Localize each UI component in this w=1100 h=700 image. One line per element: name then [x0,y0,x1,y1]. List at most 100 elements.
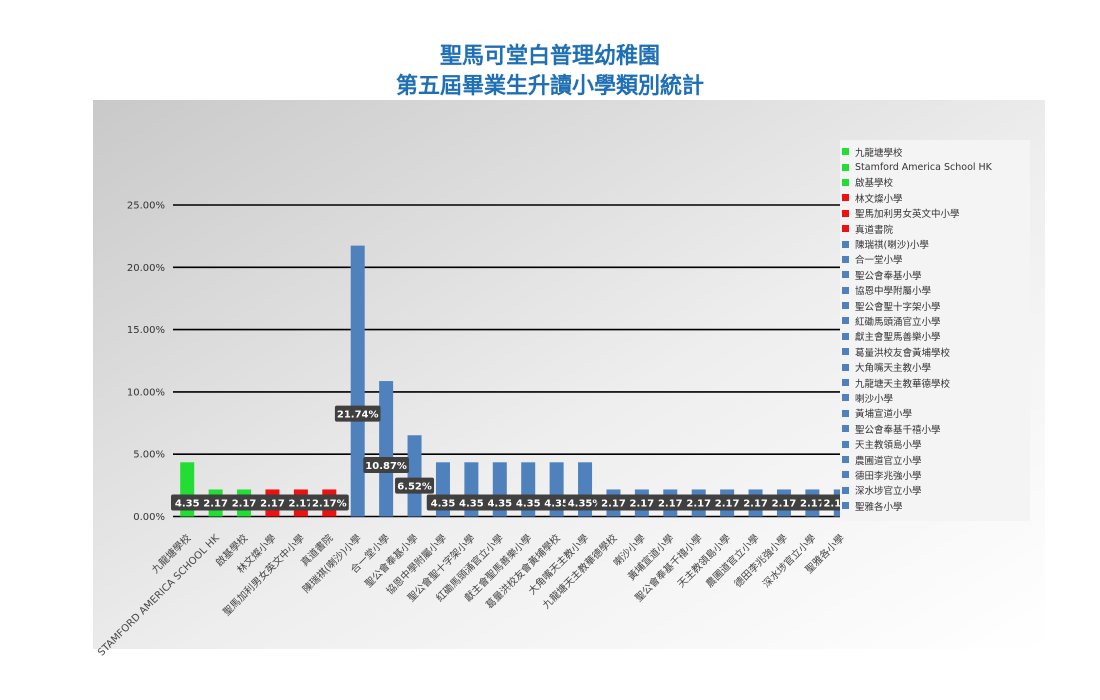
legend-item-13: 葛量洪校友會黃埔學校 [840,344,1030,359]
legend-item-15: 九龍塘天主教華德學校 [840,375,1030,390]
legend-item-20: 農圃道官立小學 [840,452,1030,467]
data-label-text: 4.35% [568,499,603,510]
data-label-16: 2.17 [625,494,659,511]
legend-swatch [842,255,849,263]
data-label-text: 2.17 [203,499,228,510]
legend-label: 大角嘴天主教小學 [855,363,932,375]
data-label-7: 10.87% [363,457,409,474]
legend-swatch [842,471,849,479]
legend-label: 聖公會奉基千禧小學 [855,424,941,436]
data-label-text: 2.17 [232,499,257,510]
data-label-text: 2.17 [686,499,711,510]
legend-swatch [842,425,849,433]
legend-item-3: 林文燦小學 [840,190,1030,205]
data-label-box [426,494,460,511]
legend-swatch [842,394,849,402]
data-label-text: 2.17% [312,499,347,510]
legend-item-5: 真道書院 [840,221,1030,236]
legend-label: 陳瑞祺(喇沙)小學 [855,240,929,252]
data-label-text: 6.52% [397,482,432,493]
legend-item-11: 紅磡馬頭涌官立小學 [840,313,1030,328]
legend-swatch [842,348,849,356]
data-label-box [334,405,381,422]
legend-item-19: 天主教領島小學 [840,436,1030,451]
legend: 九龍塘學校 Stamford America School HK 啟基學校 林文燦小學… [840,140,1030,522]
data-label-text: 2.17 [715,499,740,510]
legend-swatch [842,409,849,417]
data-label-4: 2.17 [284,494,318,511]
data-label-6: 21.74% [334,405,381,422]
legend-swatch [842,379,849,387]
data-label-box [540,494,573,511]
legend-label: Stamford America School HK [855,161,992,173]
data-label-box [710,494,744,511]
legend-swatch [842,178,849,186]
data-label-box [597,494,630,511]
data-label-text: 4.35 [544,499,569,510]
legend-swatch [842,502,849,510]
legend-swatch [842,240,849,248]
data-label-text: 4.35 [487,499,512,510]
legend-item-7: 合一堂小學 [840,252,1030,267]
data-label-text: 21.74% [337,410,379,421]
data-label-box [625,494,659,511]
legend-item-21: 德田李兆強小學 [840,467,1030,482]
legend-swatch [842,332,849,340]
data-label-text: 2.17 [743,499,768,510]
legend-item-0: 九龍塘學校 [840,144,1030,159]
data-label-box [796,494,829,511]
bar-8 [407,435,422,517]
data-label-text: 4.35 [431,499,456,510]
data-label-21: 2.17 [767,494,801,511]
legend-item-14: 大角嘴天主教小學 [840,359,1030,374]
legend-item-16: 喇沙小學 [840,390,1030,405]
data-label-text: 2.17 [772,499,797,510]
legend-item-9: 協恩中學附屬小學 [840,283,1030,298]
data-label-20: 2.17 [739,494,772,511]
data-label-17: 2.17 [654,494,687,511]
data-label-2: 2.17 [227,494,261,511]
legend-item-10: 聖公會聖十字架小學 [840,298,1030,313]
legend-swatch [842,456,849,463]
data-label-9: 4.35 [426,494,460,511]
legend-item-22: 深水埗官立小學 [840,483,1030,498]
data-label-box [565,494,605,511]
legend-label: 九龍塘天主教華德學校 [855,378,951,390]
legend-swatch [842,271,849,279]
legend-label: 德田李兆強小學 [855,470,922,482]
legend-item-23: 聖雅各小學 [840,498,1030,513]
data-label-8: 6.52% [395,477,435,494]
legend-swatch [842,486,849,494]
data-label-box [455,494,488,511]
data-label-text: 4.35 [175,499,200,510]
legend-swatch [842,317,849,325]
y-tick-label: 15.00% [127,325,165,336]
legend-swatch [842,148,849,156]
data-label-13: 4.35 [540,494,573,511]
y-tick-label: 0.00% [133,512,165,523]
data-label-11: 4.35 [483,494,516,511]
legend-label: 農圃道官立小學 [855,455,922,467]
legend-label: 紅磡馬頭涌官立小學 [855,316,941,328]
legend-swatch [842,225,849,233]
data-label-0: 4.35 [171,494,204,511]
data-label-box [256,494,289,511]
legend-item-1: Stamford America School HK [840,159,1030,174]
data-label-text: 2.17 [289,499,314,510]
data-label-box [227,494,261,511]
legend-swatch [842,302,849,310]
legend-swatch [842,440,849,448]
data-label-box [171,494,204,511]
data-label-box [284,494,318,511]
data-label-text: 2.17 [630,499,655,510]
legend-swatch [842,363,849,371]
legend-label: 聖公會奉基小學 [855,270,922,282]
legend-label: 黃埔宣道小學 [855,409,913,421]
data-label-3: 2.17 [256,494,289,511]
data-label-text: 10.87% [365,461,407,472]
legend-label: 聖雅各小學 [855,501,903,513]
bar-6 [350,245,365,517]
data-label-text: 2.17 [260,499,285,510]
data-label-box [309,494,349,511]
data-label-text: 4.35 [459,499,484,510]
